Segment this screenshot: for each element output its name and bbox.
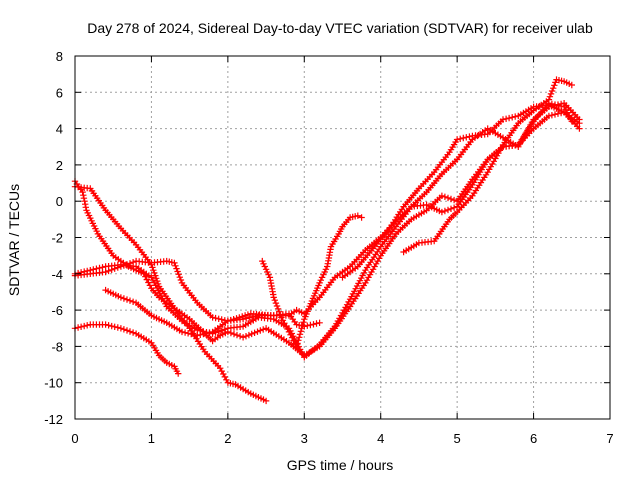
- x-tick-label: 5: [454, 431, 461, 446]
- series-track-6: [259, 212, 365, 350]
- x-tick-labels: 0 1 2 3 4 5 6 7: [71, 431, 613, 446]
- x-tick-label: 2: [224, 431, 231, 446]
- series-group: [71, 76, 583, 405]
- y-tick-label: -2: [51, 231, 63, 246]
- x-tick-label: 7: [606, 431, 613, 446]
- x-tick-label: 4: [377, 431, 384, 446]
- axis-ticks: [74, 55, 611, 420]
- x-tick-label: 0: [71, 431, 78, 446]
- series-markers: [339, 101, 583, 281]
- y-tick-label: 6: [56, 85, 63, 100]
- y-tick-label: 8: [56, 49, 63, 64]
- grid: [75, 56, 610, 419]
- y-tick-label: -10: [44, 376, 63, 391]
- y-tick-label: 4: [56, 122, 63, 137]
- series-markers: [102, 286, 323, 339]
- series-markers: [400, 76, 575, 256]
- y-tick-label: -12: [44, 412, 63, 427]
- series-track-9: [339, 101, 583, 281]
- y-tick-label: -8: [51, 339, 63, 354]
- y-tick-labels: 8 6 4 2 0 -2 -4 -6 -8 -10 -12: [44, 49, 63, 427]
- y-axis-label: SDTVAR / TECUs: [6, 184, 22, 296]
- series-track-5: [102, 286, 323, 339]
- y-tick-label: 0: [56, 194, 63, 209]
- y-tick-label: -6: [51, 303, 63, 318]
- series-markers: [259, 212, 365, 350]
- y-tick-label: -4: [51, 267, 63, 282]
- x-axis-label: GPS time / hours: [287, 457, 394, 473]
- chart-title: Day 278 of 2024, Sidereal Day-to-day VTE…: [87, 20, 593, 36]
- x-tick-label: 3: [301, 431, 308, 446]
- x-tick-label: 1: [148, 431, 155, 446]
- x-tick-label: 6: [530, 431, 537, 446]
- y-tick-label: 2: [56, 158, 63, 173]
- series-track-8: [400, 76, 575, 256]
